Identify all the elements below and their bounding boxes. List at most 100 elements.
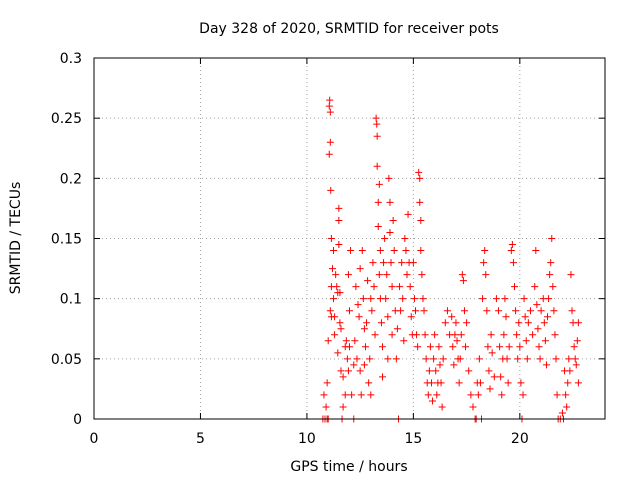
y-tick-label: 0.05 [51, 352, 82, 368]
data-point [416, 198, 424, 206]
data-point [372, 114, 380, 122]
data-point [324, 337, 332, 345]
data-point [457, 331, 465, 339]
data-point [401, 235, 409, 242]
data-point [564, 379, 572, 387]
data-point [460, 307, 468, 315]
data-point [380, 259, 388, 267]
data-point [448, 313, 456, 321]
data-point [383, 271, 391, 279]
data-point [500, 331, 508, 339]
data-point [452, 319, 460, 327]
data-point [343, 355, 351, 363]
data-point [462, 343, 470, 351]
data-point [398, 259, 406, 267]
data-point [386, 198, 394, 206]
data-point [361, 343, 369, 351]
data-point [503, 355, 511, 363]
data-point [436, 361, 444, 369]
data-point [417, 247, 425, 255]
data-point [439, 355, 447, 363]
data-point [545, 295, 553, 303]
data-point [335, 204, 343, 212]
data-point [371, 331, 379, 339]
data-point [384, 313, 392, 321]
data-point [451, 331, 459, 339]
data-point [535, 343, 543, 351]
data-point [337, 325, 345, 333]
data-point [415, 168, 423, 176]
data-point [373, 162, 381, 170]
data-point [322, 403, 330, 411]
data-point [453, 337, 461, 345]
data-point [320, 391, 328, 399]
data-point [346, 343, 353, 351]
data-point [495, 307, 503, 315]
data-point [537, 307, 545, 315]
data-point [400, 337, 408, 345]
data-point [399, 295, 407, 303]
data-point [469, 403, 477, 411]
data-point [344, 271, 352, 279]
data-point [355, 313, 363, 321]
data-point [325, 150, 333, 158]
data-point [339, 403, 347, 411]
data-point [516, 343, 524, 351]
data-point [532, 247, 540, 255]
data-point [542, 361, 550, 369]
data-point [435, 343, 443, 351]
data-point [377, 319, 385, 327]
data-point [327, 186, 335, 194]
data-point [430, 355, 438, 363]
data-point [392, 355, 400, 363]
x-tick-label: 5 [196, 431, 205, 447]
data-point [523, 355, 531, 363]
data-point [531, 283, 539, 291]
data-point [548, 235, 556, 242]
data-point [353, 355, 361, 363]
data-point [358, 247, 366, 255]
data-point [476, 379, 484, 387]
data-point [396, 283, 404, 291]
data-point [463, 319, 471, 327]
data-point [513, 331, 521, 339]
data-point [558, 409, 566, 417]
data-point [354, 301, 362, 309]
data-point [467, 391, 475, 399]
data-point [490, 373, 498, 381]
x-tick-label: 15 [404, 431, 422, 447]
data-point [356, 265, 364, 273]
data-point [365, 379, 373, 387]
data-point [465, 367, 473, 375]
data-point [323, 379, 331, 387]
data-point [341, 391, 349, 399]
data-point [551, 331, 559, 339]
data-point [475, 355, 483, 363]
data-point [331, 331, 339, 339]
data-point [404, 210, 412, 218]
data-point [350, 361, 358, 369]
data-point [529, 331, 537, 339]
data-point [433, 391, 441, 399]
data-point [455, 379, 463, 387]
data-point [501, 295, 509, 303]
data-point [367, 295, 375, 303]
data-point [526, 307, 534, 315]
grid [94, 58, 605, 419]
data-point [485, 367, 493, 375]
data-point [418, 271, 426, 279]
data-point [488, 349, 496, 357]
chart-title: Day 328 of 2020, SRMTID for receiver pot… [199, 21, 499, 37]
data-point [481, 247, 489, 255]
data-point [567, 271, 575, 279]
data-point [519, 391, 527, 399]
data-point [406, 283, 414, 291]
data-point [381, 235, 389, 242]
data-point [458, 271, 466, 279]
data-point [388, 283, 396, 291]
data-point [376, 247, 384, 255]
y-tick-label: 0 [73, 412, 82, 428]
data-point [549, 283, 557, 291]
data-point [511, 283, 519, 291]
data-point [515, 319, 523, 327]
